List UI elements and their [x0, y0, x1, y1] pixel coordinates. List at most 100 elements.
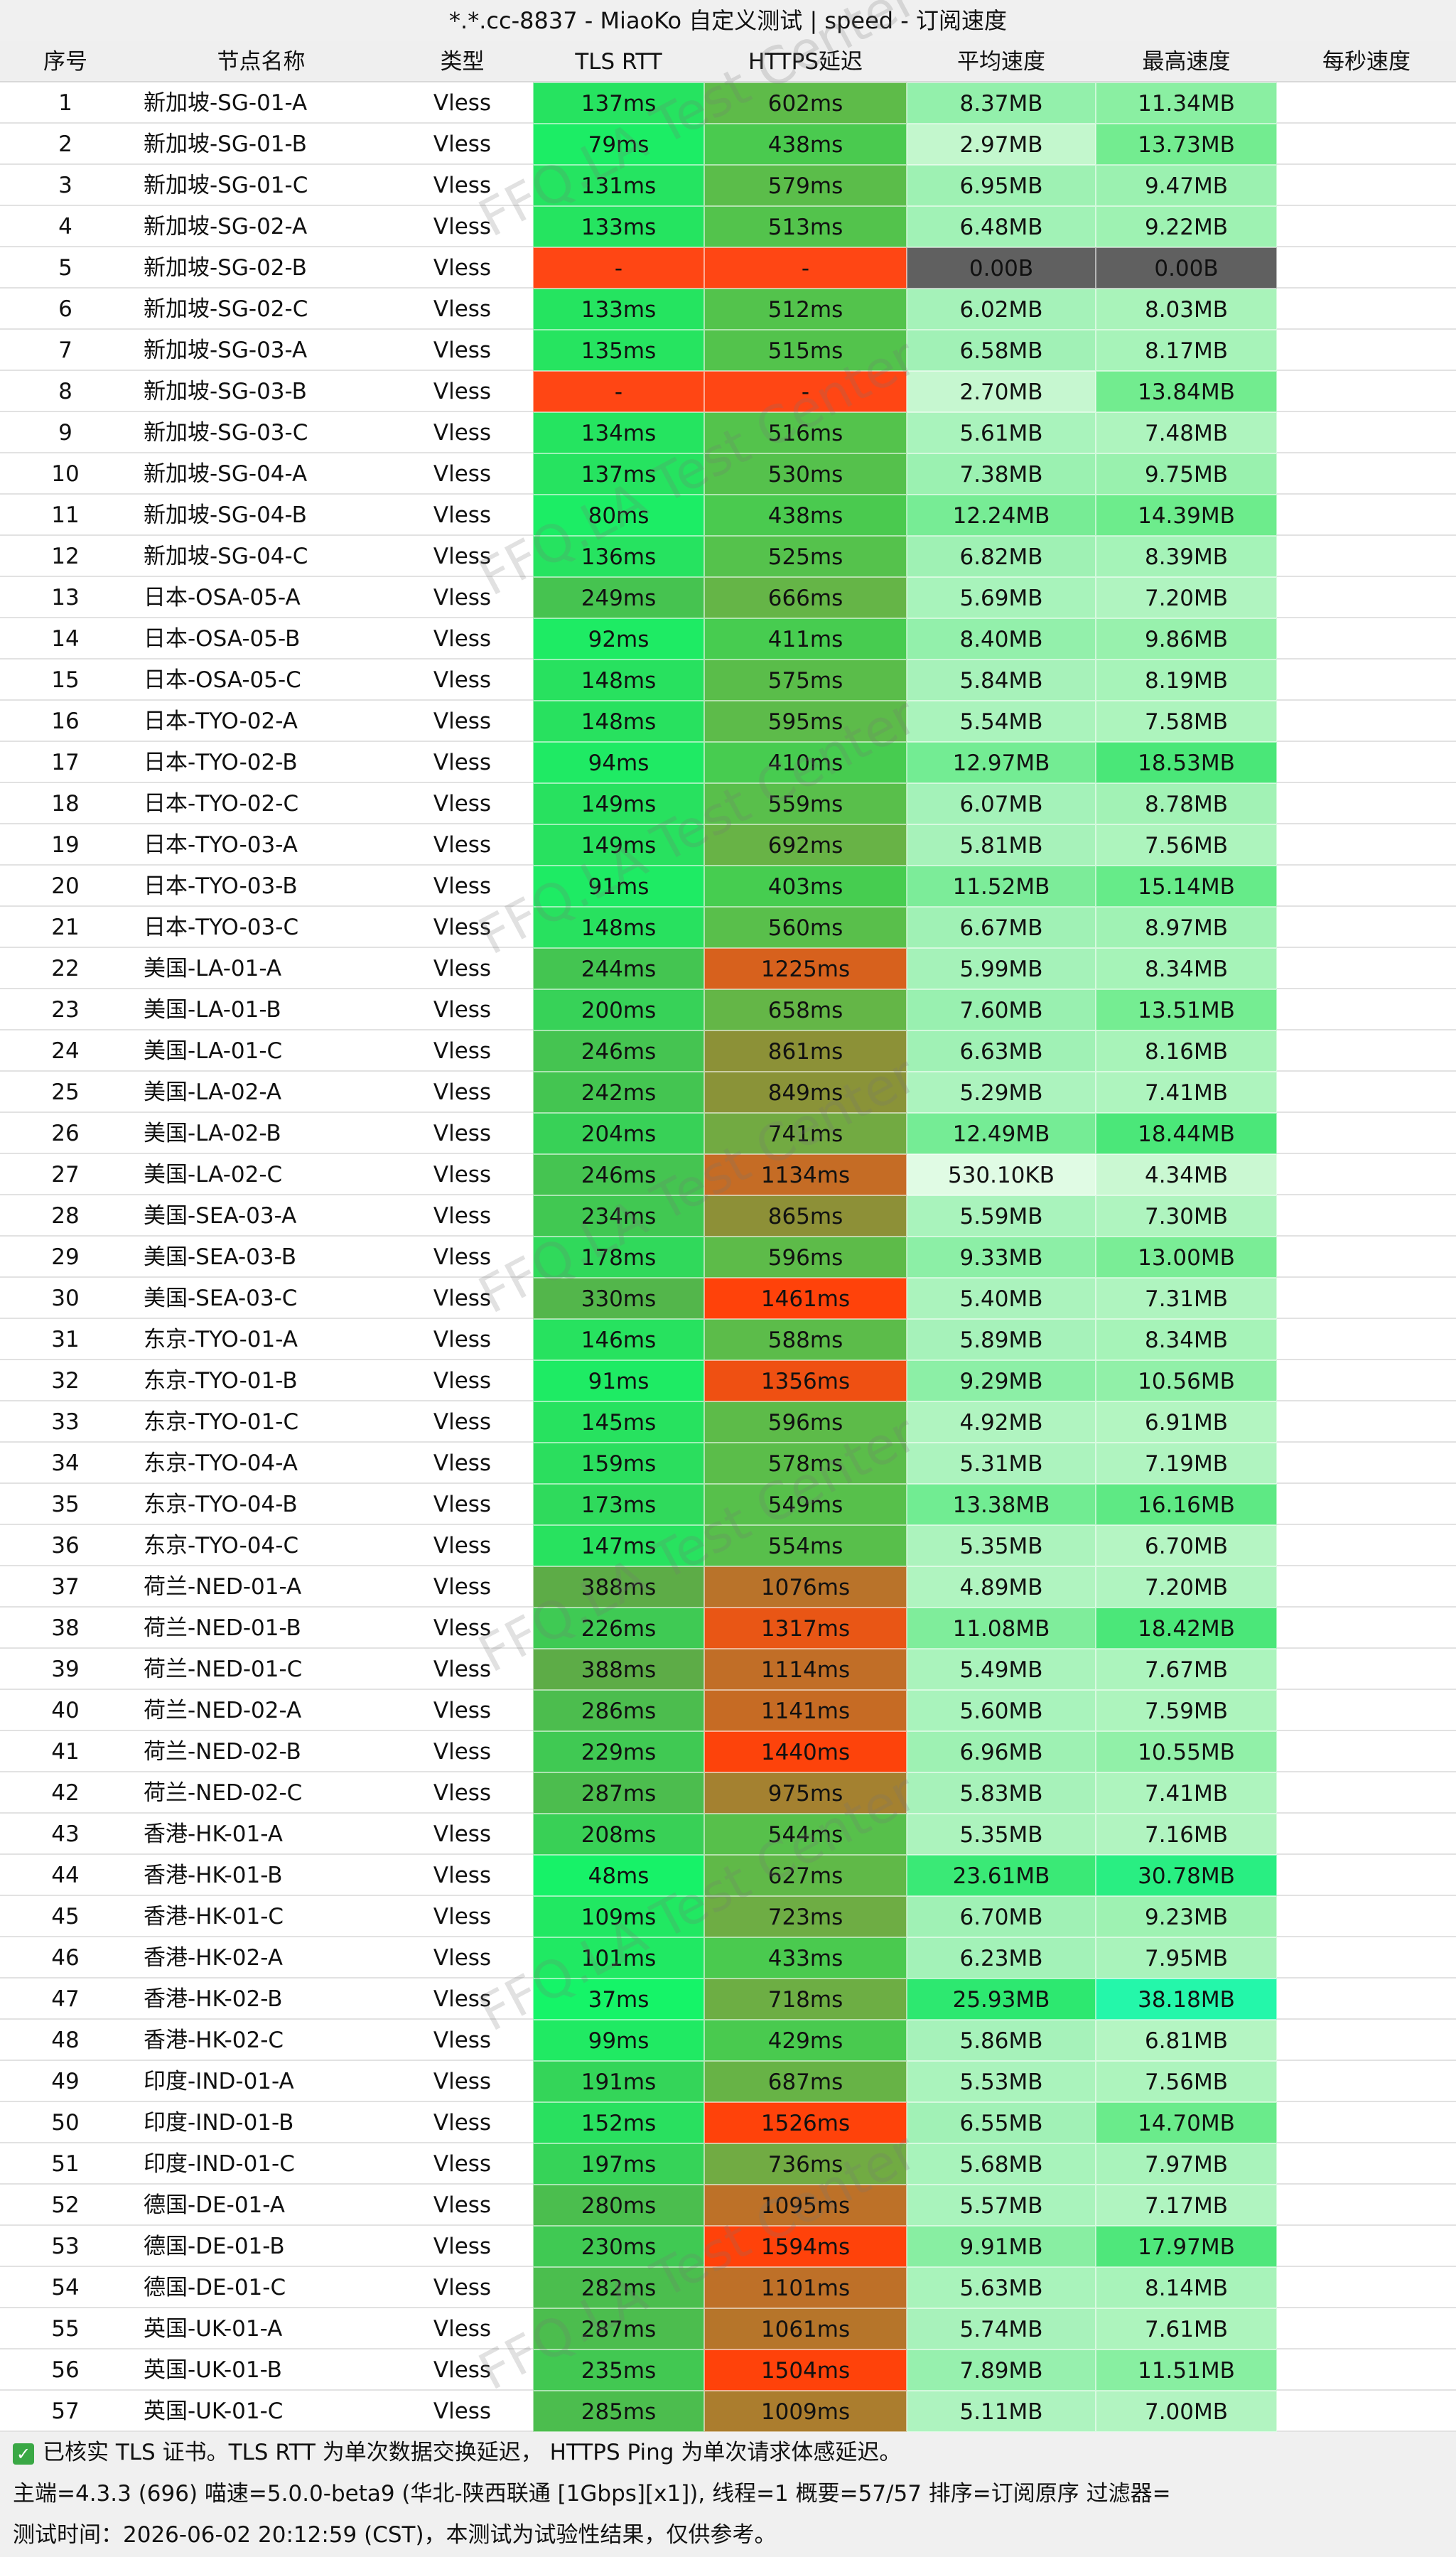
- table-cell: 28: [0, 1195, 131, 1237]
- table-cell: 印度-IND-01-A: [131, 2061, 392, 2102]
- table-cell: 410ms: [704, 742, 907, 783]
- table-cell: 香港-HK-01-C: [131, 1896, 392, 1937]
- speed-sparkline-cell: [1277, 330, 1456, 371]
- table-cell: 德国-DE-01-C: [131, 2267, 392, 2308]
- table-cell: 东京-TYO-04-C: [131, 1525, 392, 1566]
- table-cell: Vless: [392, 866, 533, 907]
- table-cell: 79ms: [533, 124, 704, 165]
- table-cell: 14.70MB: [1096, 2102, 1277, 2143]
- table-cell: 5.84MB: [907, 660, 1096, 701]
- table-cell: 2.70MB: [907, 371, 1096, 412]
- table-cell: 6.07MB: [907, 783, 1096, 824]
- speed-sparkline-cell: [1277, 1401, 1456, 1443]
- table-cell: 8.37MB: [907, 82, 1096, 124]
- table-cell: 55: [0, 2308, 131, 2349]
- table-cell: 5: [0, 247, 131, 289]
- table-cell: 0.00B: [907, 247, 1096, 289]
- table-cell: 5.11MB: [907, 2391, 1096, 2432]
- table-cell: 8.19MB: [1096, 660, 1277, 701]
- table-cell: Vless: [392, 289, 533, 330]
- table-cell: Vless: [392, 2226, 533, 2267]
- table-cell: 282ms: [533, 2267, 704, 2308]
- table-cell: 25.93MB: [907, 1979, 1096, 2020]
- speed-sparkline-cell: [1277, 1855, 1456, 1896]
- table-cell: 133ms: [533, 289, 704, 330]
- table-cell: 4.34MB: [1096, 1154, 1277, 1195]
- table-cell: 1594ms: [704, 2226, 907, 2267]
- table-cell: 30: [0, 1278, 131, 1319]
- table-cell: 22: [0, 948, 131, 989]
- table-cell: 513ms: [704, 206, 907, 247]
- speed-sparkline-cell: [1277, 989, 1456, 1030]
- table-cell: 荷兰-NED-02-C: [131, 1772, 392, 1814]
- table-cell: 1526ms: [704, 2102, 907, 2143]
- table-cell: 8.14MB: [1096, 2267, 1277, 2308]
- table-cell: 新加坡-SG-01-B: [131, 124, 392, 165]
- column-header: 类型: [392, 41, 533, 82]
- table-cell: 日本-TYO-02-C: [131, 783, 392, 824]
- table-cell: Vless: [392, 124, 533, 165]
- speed-sparkline-cell: [1277, 536, 1456, 577]
- table-cell: 152ms: [533, 2102, 704, 2143]
- table-cell: 849ms: [704, 1072, 907, 1113]
- table-cell: 242ms: [533, 1072, 704, 1113]
- table-cell: 2.97MB: [907, 124, 1096, 165]
- speed-sparkline-cell: [1277, 742, 1456, 783]
- table-cell: 0.00B: [1096, 247, 1277, 289]
- table-cell: 5.83MB: [907, 1772, 1096, 1814]
- table-cell: 596ms: [704, 1237, 907, 1278]
- table-cell: 6.02MB: [907, 289, 1096, 330]
- table-cell: 新加坡-SG-03-B: [131, 371, 392, 412]
- table-cell: Vless: [392, 989, 533, 1030]
- table-cell: 英国-UK-01-A: [131, 2308, 392, 2349]
- table-cell: 173ms: [533, 1484, 704, 1525]
- table-cell: Vless: [392, 2267, 533, 2308]
- table-cell: 159ms: [533, 1443, 704, 1484]
- table-cell: 148ms: [533, 660, 704, 701]
- table-cell: 18.42MB: [1096, 1608, 1277, 1649]
- table-cell: 7.30MB: [1096, 1195, 1277, 1237]
- table-cell: Vless: [392, 1772, 533, 1814]
- table-cell: 美国-LA-01-C: [131, 1030, 392, 1072]
- table-cell: 403ms: [704, 866, 907, 907]
- table-cell: 德国-DE-01-B: [131, 2226, 392, 2267]
- table-cell: 9.75MB: [1096, 453, 1277, 495]
- table-cell: 26: [0, 1113, 131, 1154]
- table-cell: 15.14MB: [1096, 866, 1277, 907]
- table-cell: 208ms: [533, 1814, 704, 1855]
- table-cell: 5.31MB: [907, 1443, 1096, 1484]
- table-cell: Vless: [392, 495, 533, 536]
- table-cell: 7.97MB: [1096, 2143, 1277, 2185]
- footer-line: ✓ 已核实 TLS 证书。TLS RTT 为单次数据交换延迟， HTTPS Pin…: [13, 2432, 901, 2473]
- footer-text: 已核实 TLS 证书。TLS RTT 为单次数据交换延迟， HTTPS Ping…: [43, 2440, 902, 2465]
- table-cell: Vless: [392, 1566, 533, 1608]
- table-cell: 日本-TYO-03-C: [131, 907, 392, 948]
- table-cell: 18: [0, 783, 131, 824]
- table-cell: 27: [0, 1154, 131, 1195]
- table-cell: 5.59MB: [907, 1195, 1096, 1237]
- table-cell: Vless: [392, 1855, 533, 1896]
- table-cell: Vless: [392, 1484, 533, 1525]
- table-cell: 6.48MB: [907, 206, 1096, 247]
- table-cell: 7.56MB: [1096, 2061, 1277, 2102]
- table-cell: 330ms: [533, 1278, 704, 1319]
- table-cell: Vless: [392, 948, 533, 989]
- table-cell: 7.67MB: [1096, 1649, 1277, 1690]
- table-cell: 7.41MB: [1096, 1772, 1277, 1814]
- table-cell: 52: [0, 2185, 131, 2226]
- column-header: TLS RTT: [533, 41, 704, 82]
- table-cell: Vless: [392, 2102, 533, 2143]
- table-cell: Vless: [392, 1690, 533, 1731]
- table-cell: 24: [0, 1030, 131, 1072]
- table-cell: 559ms: [704, 783, 907, 824]
- table-cell: 235ms: [533, 2349, 704, 2391]
- table-cell: 17.97MB: [1096, 2226, 1277, 2267]
- table-cell: 1: [0, 82, 131, 124]
- speed-sparkline-cell: [1277, 1772, 1456, 1814]
- speed-sparkline-cell: [1277, 1731, 1456, 1772]
- column-header: 每秒速度: [1277, 41, 1456, 82]
- table-cell: 19: [0, 824, 131, 866]
- table-cell: 东京-TYO-01-C: [131, 1401, 392, 1443]
- table-cell: 5.54MB: [907, 701, 1096, 742]
- table-cell: 595ms: [704, 701, 907, 742]
